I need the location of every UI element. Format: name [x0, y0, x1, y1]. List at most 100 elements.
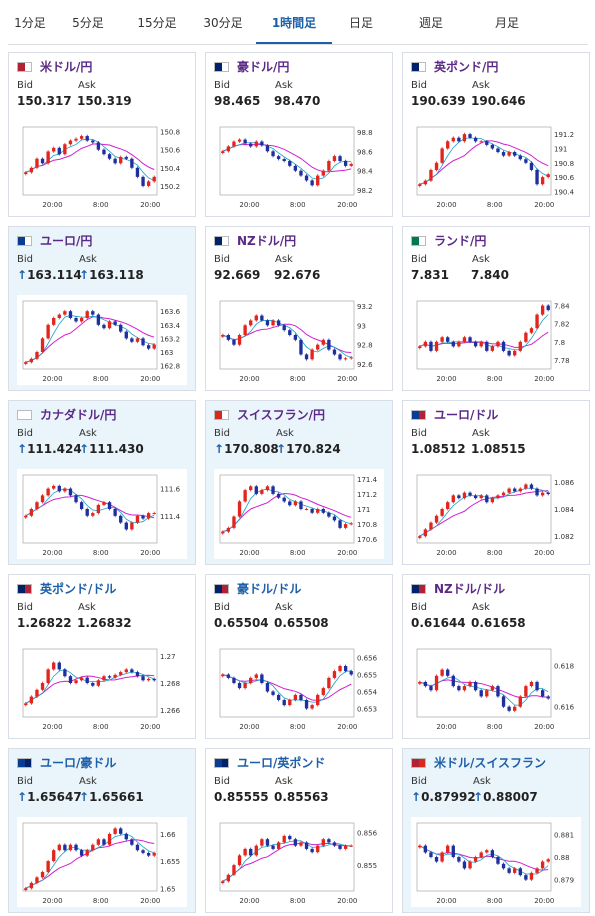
rate-card[interactable]: ユーロ/豪ドル Bid Ask ↑1.65647 ↑1.65661 1.66 1.655 1.… — [8, 748, 196, 913]
x-tick-label: 8:00 — [487, 897, 503, 905]
x-tick-label: 20:00 — [140, 375, 160, 383]
mini-candlestick-chart[interactable]: 0.856 0.855 20:00 8:00 20:00 — [214, 817, 384, 907]
rate-card[interactable]: カナダドル/円 Bid Ask ↑111.424 ↑111.430 111.6 111.4 2… — [8, 400, 196, 565]
pair-name[interactable]: NZドル/ドル — [434, 582, 506, 596]
bid-label: Bid — [214, 776, 230, 787]
tab-5[interactable]: 日足 — [348, 16, 373, 30]
ask-value: ↑163.118 — [79, 268, 144, 282]
long-ma-line — [25, 316, 155, 363]
mini-candlestick-chart[interactable]: 1.27 1.268 1.266 20:00 8:00 20:00 — [17, 643, 187, 733]
pair-name[interactable]: ユーロ/円 — [40, 234, 93, 248]
candle-body — [68, 676, 73, 683]
candle-body — [146, 181, 151, 186]
mini-candlestick-chart[interactable]: 163.6 163.4 163.2 163 162.8 20:00 8:00 20:00 — [17, 295, 187, 385]
mini-candlestick-chart[interactable]: 0.656 0.655 0.654 0.653 20:00 8:00 20:00 — [214, 643, 384, 733]
candle-body — [457, 495, 461, 499]
ask-number: 0.61658 — [471, 616, 526, 630]
currency-flag-icon — [17, 584, 32, 594]
mini-candlestick-chart[interactable]: 98.8 98.6 98.4 98.2 20:00 8:00 20:00 — [214, 121, 384, 211]
candle-body — [507, 350, 511, 356]
candle-body — [490, 686, 495, 691]
pair-name[interactable]: 米ドル/円 — [40, 60, 93, 74]
bid-label: Bid — [411, 254, 427, 265]
tab-7[interactable]: 月足 — [494, 16, 519, 30]
short-ma-line — [222, 488, 352, 533]
candle-body — [304, 509, 309, 510]
candle-body — [68, 844, 73, 851]
rate-card[interactable]: ユーロ/英ポンド Bid Ask 0.85555 0.85563 0.856 0.855 20… — [205, 748, 393, 913]
rate-card[interactable]: 米ドル/円 Bid Ask 150.317 150.319 150.8 150.6 150.4… — [8, 52, 196, 217]
mini-candlestick-chart[interactable]: 171.4 171.2 171 170.8 170.6 20:00 8:00 20:00 — [214, 469, 384, 559]
rate-card[interactable]: 英ポンド/円 Bid Ask 190.639 190.646 191.2 191 190.8 1… — [402, 52, 590, 217]
pair-name[interactable]: カナダドル/円 — [40, 408, 117, 422]
rate-card[interactable]: 米ドル/スイスフラン Bid Ask ↑0.87992 ↑0.88007 0.881 0.8… — [402, 748, 590, 913]
rate-card[interactable]: スイスフラン/円 Bid Ask ↑170.808 ↑170.824 171.4 171.2… — [205, 400, 393, 565]
mini-candlestick-chart[interactable]: 0.618 0.616 20:00 8:00 20:00 — [411, 643, 581, 733]
x-tick-label: 8:00 — [93, 375, 109, 383]
candle-body — [282, 159, 286, 161]
pair-name[interactable]: 豪ドル/円 — [237, 60, 290, 74]
mini-candlestick-chart[interactable]: 191.2 191 190.8 190.6 190.4 20:00 8:00 20:00 — [411, 121, 581, 211]
rate-card[interactable]: ユーロ/ドル Bid Ask 1.08512 1.08515 1.086 1.084 1.08… — [402, 400, 590, 565]
tab-4[interactable]: 1時間足 — [256, 4, 332, 44]
rate-card[interactable]: 豪ドル/ドル Bid Ask 0.65504 0.65508 0.656 0.655 0.65… — [205, 574, 393, 739]
pair-name[interactable]: ランド/円 — [434, 234, 487, 248]
candle-body — [327, 677, 331, 689]
pair-name[interactable]: 豪ドル/ドル — [237, 582, 302, 596]
pair-name[interactable]: ユーロ/英ポンド — [237, 756, 326, 770]
mini-candlestick-chart[interactable]: 7.84 7.82 7.8 7.78 20:00 8:00 20:00 — [411, 295, 581, 385]
tab-3[interactable]: 30分足 — [203, 16, 243, 30]
mini-candlestick-chart[interactable]: 93.2 93 92.8 92.6 20:00 8:00 20:00 — [214, 295, 384, 385]
candle-body — [63, 144, 67, 155]
candle-body — [321, 170, 325, 176]
y-tick-label: 7.84 — [554, 303, 570, 311]
y-tick-label: 93 — [357, 322, 366, 330]
y-tick-label: 1.66 — [160, 831, 176, 839]
pair-name[interactable]: NZドル/円 — [237, 234, 297, 248]
candle-body — [485, 850, 489, 853]
pair-name[interactable]: ユーロ/豪ドル — [40, 756, 117, 770]
ask-number: 92.676 — [274, 268, 321, 282]
mini-candlestick-chart[interactable]: 1.086 1.084 1.082 20:00 8:00 20:00 — [411, 469, 581, 559]
mini-candlestick-chart[interactable]: 150.8 150.6 150.4 150.2 20:00 8:00 20:00 — [17, 121, 187, 211]
tab-1[interactable]: 5分足 — [72, 16, 104, 30]
candle-body — [462, 134, 467, 142]
rate-card[interactable]: ランド/円 Bid Ask 7.831 7.840 7.84 7.82 7.8 7.78 20:0… — [402, 226, 590, 391]
pair-name[interactable]: 米ドル/スイスフラン — [434, 756, 547, 770]
rate-card[interactable]: ユーロ/円 Bid Ask ↑163.114 ↑163.118 163.6 163.4 163… — [8, 226, 196, 391]
y-tick-label: 7.82 — [554, 321, 570, 329]
candle-body — [513, 152, 517, 156]
rate-card[interactable]: 豪ドル/円 Bid Ask 98.465 98.470 98.8 98.6 98.4 98.2 2… — [205, 52, 393, 217]
ask-value: ↑0.88007 — [473, 790, 538, 804]
candle-body — [113, 828, 117, 834]
pair-name[interactable]: スイスフラン/円 — [237, 408, 326, 422]
candle-body — [124, 331, 128, 339]
candle-body — [485, 141, 489, 145]
candle-body — [468, 337, 472, 342]
candle-body — [91, 513, 95, 516]
candle-body — [91, 311, 95, 315]
candle-body — [479, 495, 483, 499]
candle-body — [232, 516, 236, 528]
candle-body — [501, 341, 506, 351]
pair-name[interactable]: 英ポンド/ドル — [40, 582, 117, 596]
tab-6[interactable]: 週足 — [418, 16, 443, 30]
tab-0[interactable]: 1分足 — [14, 16, 46, 30]
mini-candlestick-chart[interactable]: 1.66 1.655 1.65 20:00 8:00 20:00 — [17, 817, 187, 907]
mini-candlestick-chart[interactable]: 0.881 0.88 0.879 20:00 8:00 20:00 — [411, 817, 581, 907]
candle-body — [316, 845, 320, 853]
rate-card[interactable]: 英ポンド/ドル Bid Ask 1.26822 1.26832 1.27 1.268 1.26… — [8, 574, 196, 739]
pair-name[interactable]: 英ポンド/円 — [434, 60, 499, 74]
mini-candlestick-chart[interactable]: 111.6 111.4 20:00 8:00 20:00 — [17, 469, 187, 559]
long-ma-line — [419, 490, 549, 537]
short-ma-line — [222, 840, 352, 882]
ask-label: Ask — [78, 80, 96, 91]
ask-label: Ask — [78, 602, 96, 613]
rate-card[interactable]: NZドル/円 Bid Ask 92.669 92.676 93.2 93 92.8 92.6 20… — [205, 226, 393, 391]
rate-card[interactable]: NZドル/ドル Bid Ask 0.61644 0.61658 0.618 0.616 20:… — [402, 574, 590, 739]
candle-body — [243, 139, 247, 144]
candle-body — [540, 492, 545, 496]
tab-2[interactable]: 15分足 — [137, 16, 177, 30]
ask-number: 150.319 — [77, 94, 132, 108]
pair-name[interactable]: ユーロ/ドル — [434, 408, 499, 422]
